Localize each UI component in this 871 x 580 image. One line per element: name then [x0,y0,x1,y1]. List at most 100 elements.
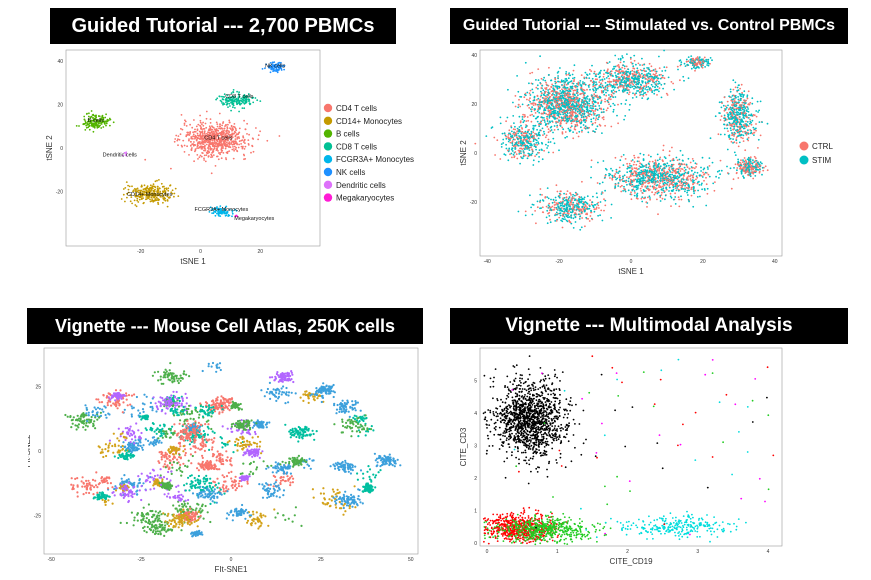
stim-point [534,112,537,114]
pbmc-point [243,119,246,122]
stim-point [543,119,546,122]
stim-point [692,66,695,69]
pbmc-point [230,135,233,138]
pbmc-point [225,123,227,126]
pbmc-point [212,212,215,215]
pbmc-point [87,119,90,122]
stim-point [543,107,546,109]
stim-point [563,192,565,195]
stim-point [723,114,726,117]
pbmc-point [209,118,212,120]
pbmc-x-tick-label: 20 [257,249,263,255]
stim-point [660,96,663,99]
pbmc-point [95,124,97,127]
stim-point [577,99,579,102]
stim-point [563,197,566,199]
stim-point [645,70,647,73]
stim-point [514,138,516,141]
stim-point [602,75,605,78]
stim-point [585,213,587,216]
stim-point [738,132,741,134]
stim-point [547,84,550,87]
pbmc-point [131,202,133,205]
stim-point [703,167,706,170]
pbmc-point [215,139,218,142]
stim-point [690,186,693,189]
pbmc-point [251,97,254,99]
pbmc-point [174,138,177,140]
pbmc-point [153,196,156,199]
stim-point [635,163,638,166]
stim-point [671,159,674,162]
stim-point [626,89,628,92]
stim-point [546,209,549,212]
stim-point [549,95,552,98]
pbmc-point [223,127,226,130]
stim-point [521,103,524,106]
pbmc-point [137,189,140,192]
stim-point [514,148,517,150]
stim-point [741,125,743,128]
stim-point [544,121,546,123]
pbmc-point [228,141,231,144]
pbmc-y-tick-label: 0 [60,146,63,152]
pbmc-y-tick-label: 40 [57,59,63,65]
stim-point [659,156,662,159]
stim-point [686,191,688,194]
stim-point [600,193,603,195]
stim-point [569,206,572,208]
pbmc-point [228,145,231,148]
pbmc-point [198,156,201,159]
pbmc-point [225,101,227,103]
stim-point [532,127,534,130]
pbmc-point [157,189,160,191]
stim-point [586,88,588,91]
pbmc-point [236,143,239,146]
pbmc-point [102,126,105,128]
stim-point [598,207,600,209]
pbmc-point [163,187,166,190]
pbmc-point [150,200,153,202]
stim-point [622,164,625,166]
stim-point [681,168,684,170]
stim-point [597,101,599,104]
pbmc-point [279,64,282,66]
pbmc-point [236,138,239,140]
stim-point [550,129,553,131]
pbmc-point [226,139,229,142]
stim-point [554,109,557,112]
pbmc-point [228,142,231,145]
stim-point [572,89,575,92]
stim-point [537,160,540,163]
stim-point [681,184,684,186]
stim-point [742,131,744,133]
pbmc-point [164,192,167,195]
pbmc-point [201,123,203,126]
stim-point [583,198,585,201]
stim-point [509,133,512,136]
pbmc-point [223,139,226,142]
pbmc-point [200,147,203,150]
stim-point [758,109,760,112]
pbmc-point [238,143,241,146]
stim-point [690,55,693,57]
stim-point [508,147,511,150]
stim-point [664,194,667,197]
stim-point [696,196,699,198]
stim-point [632,83,635,86]
stim-point [524,126,527,129]
stim-point [615,178,617,181]
stim-point [633,194,636,197]
stim-point [511,147,513,150]
pbmc-point [231,143,234,146]
stim-point [552,105,555,108]
stim-point [645,86,648,88]
stim-point [672,174,675,177]
stim-point [645,93,648,96]
stim-point [554,220,557,222]
pbmc-point [156,179,158,182]
pbmc-point [236,90,239,93]
stim-point [558,86,561,89]
stim-point [658,158,661,160]
stim-point [560,201,562,203]
